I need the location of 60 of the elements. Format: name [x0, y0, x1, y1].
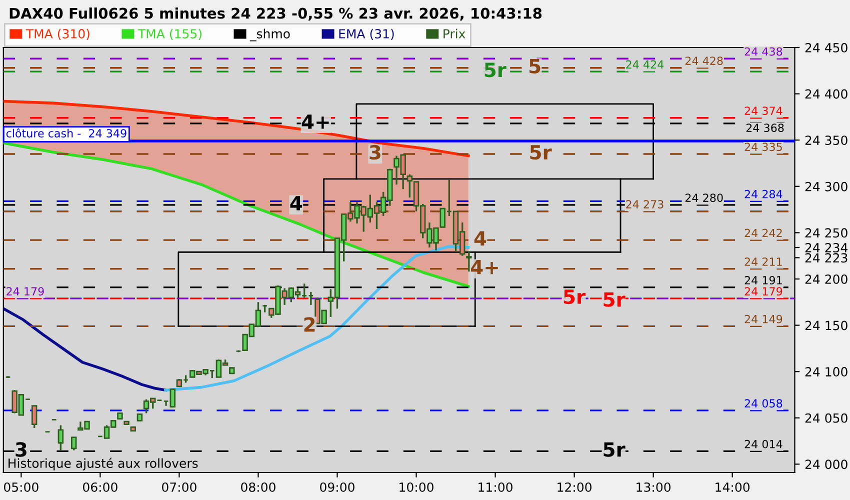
ref-line-label: 24 438	[744, 47, 782, 56]
x-tick-label: 09:00	[320, 482, 354, 492]
annotation: 5r	[530, 145, 552, 160]
ref-line-label: 24 284	[744, 190, 782, 198]
ref-line-label: 24 014	[744, 440, 782, 448]
annotation: 4	[290, 196, 302, 210]
x-tick-label: 07:00	[162, 482, 196, 492]
y-tick-label: 24 350	[805, 136, 848, 146]
ref-line-label: clôture cash - 24 349	[6, 128, 126, 138]
ref-line-label: 24 058	[744, 399, 782, 408]
x-tick-label: 06:00	[83, 482, 118, 492]
ref-line-label: 24 191	[744, 276, 782, 284]
y-tick-label: 24 250	[805, 228, 848, 238]
y-tick-label: 24 000	[805, 460, 848, 470]
annotation: 5r	[604, 442, 626, 457]
annotation: 4	[474, 231, 486, 246]
x-tick-label: 10:00	[400, 482, 434, 492]
ref-line-label: 24 273	[626, 200, 664, 208]
y-tick-label: 24 450	[805, 42, 848, 52]
ref-line-label: 24 211	[744, 258, 782, 266]
text: TMA (310)	[26, 28, 90, 40]
y-tick-label: 24 223	[805, 253, 848, 263]
annotation: 4+	[302, 114, 329, 129]
x-tick-label: 11:00	[478, 482, 512, 492]
x-tick-label: 14:00	[716, 482, 750, 492]
annotation: 3	[16, 442, 26, 457]
ref-line-label: 24 179	[6, 287, 44, 296]
x-tick-label: 12:00	[558, 482, 592, 492]
x-tick-label: 08:00	[241, 482, 276, 492]
x-tick-label: 05:00	[4, 482, 38, 492]
ref-line-label: 24 280	[685, 194, 723, 202]
annotation: Historique ajusté aux rollovers	[8, 458, 198, 470]
text: EMA (31)	[339, 28, 394, 40]
text: _shmo	[250, 28, 290, 42]
annotation: 3	[370, 144, 380, 160]
y-tick-label: 24 300	[805, 182, 848, 192]
ref-line-label: 24 374	[744, 106, 782, 115]
y-tick-label: 24 050	[805, 413, 848, 423]
data-label: 24 368	[746, 124, 784, 132]
annotation: 5	[530, 59, 540, 74]
ref-line-label: 24 149	[744, 314, 782, 324]
y-tick-label: 24 150	[805, 320, 848, 330]
ref-line-label: 24 428	[685, 56, 723, 65]
annotation: 5r	[604, 292, 626, 307]
x-tick-label: 13:00	[636, 482, 670, 492]
y-tick-label: 24 234	[805, 242, 848, 252]
y-tick-label: 24 100	[805, 367, 848, 376]
chart-title: DAX40 Full0626 5 minutes 24 223 -0,55 % 23 avr. 2026, 10:43:18	[10, 8, 542, 21]
annotation: 5r	[484, 62, 506, 78]
ref-line-label: 24 335	[744, 142, 782, 152]
annotation: 2	[304, 317, 315, 332]
y-tick-label: 24 200	[805, 274, 848, 284]
text: TMA (155)	[138, 28, 202, 40]
ref-line-label: 24 424	[626, 60, 664, 69]
y-tick-label: 24 400	[805, 89, 848, 99]
text: Prix	[444, 28, 466, 38]
ref-line-label: 24 179	[744, 287, 782, 296]
annotation: 4+	[470, 260, 498, 274]
annotation: 5r	[564, 290, 586, 304]
ref-line-label: 24 242	[744, 228, 782, 238]
